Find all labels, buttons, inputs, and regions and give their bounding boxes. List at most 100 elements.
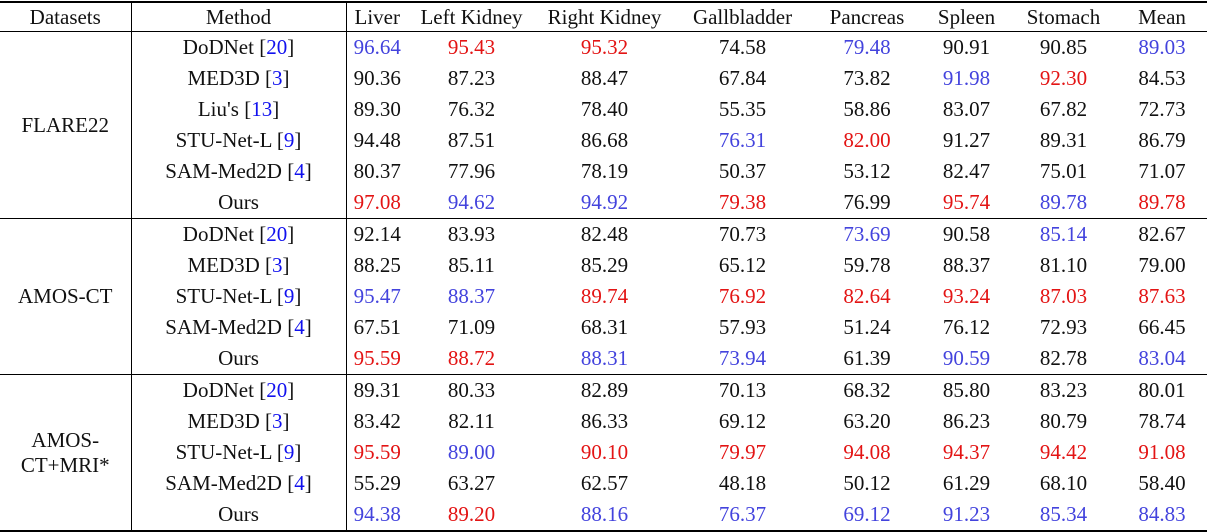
metric-value: 57.93 bbox=[718, 315, 767, 339]
citation-link[interactable]: 4 bbox=[294, 159, 305, 183]
metric-value: 88.31 bbox=[580, 346, 629, 370]
metric-value: 82.64 bbox=[843, 284, 891, 308]
metric-value: 77.96 bbox=[447, 159, 496, 183]
table-row: MED3D [3] 88.25 85.11 85.29 65.12 59.78 88.37 8… bbox=[0, 250, 1207, 281]
metric-value: 79.38 bbox=[718, 190, 767, 214]
metric-value: 65.12 bbox=[718, 253, 767, 277]
citation-link[interactable]: 20 bbox=[266, 222, 288, 246]
metric-value: 73.82 bbox=[843, 66, 891, 90]
metric-value: 87.23 bbox=[447, 66, 496, 90]
metric-value: 68.10 bbox=[1039, 471, 1088, 495]
citation-link[interactable]: 3 bbox=[272, 66, 283, 90]
method-label: STU-Net-L [9] bbox=[131, 281, 347, 312]
metric-value: 61.39 bbox=[843, 346, 891, 370]
table-row: Ours 95.59 88.72 88.31 73.94 61.39 90.59 82.78 8… bbox=[0, 343, 1207, 375]
metric-value: 67.82 bbox=[1039, 97, 1088, 121]
table-row: STU-Net-L [9] 94.48 87.51 86.68 76.31 82.00 91… bbox=[0, 125, 1207, 156]
metric-value: 71.07 bbox=[1138, 159, 1186, 183]
column-header-datasets: Datasets bbox=[0, 2, 132, 32]
citation-link[interactable]: 20 bbox=[266, 35, 288, 59]
metric-value: 76.37 bbox=[718, 502, 767, 526]
citation-link[interactable]: 3 bbox=[272, 409, 283, 433]
column-header-right-kidney: Right Kidney bbox=[535, 2, 674, 32]
citation-link[interactable]: 4 bbox=[294, 315, 305, 339]
metric-value: 89.78 bbox=[1039, 190, 1088, 214]
metric-value: 69.12 bbox=[843, 502, 891, 526]
metric-value: 97.08 bbox=[353, 190, 401, 214]
metric-value: 82.89 bbox=[535, 374, 674, 406]
citation-link[interactable]: 20 bbox=[266, 378, 288, 402]
metric-value: 85.11 bbox=[448, 253, 495, 277]
metric-value: 94.62 bbox=[447, 190, 496, 214]
metric-value: 80.37 bbox=[353, 159, 401, 183]
metric-value: 88.37 bbox=[942, 253, 991, 277]
metric-value: 84.53 bbox=[1138, 66, 1186, 90]
method-label: STU-Net-L [9] bbox=[131, 125, 347, 156]
method-label: MED3D [3] bbox=[131, 250, 347, 281]
table-row: SAM-Med2D [4] 80.37 77.96 78.19 50.37 53.12 82… bbox=[0, 156, 1207, 187]
citation-link[interactable]: 4 bbox=[294, 471, 305, 495]
metric-value: 94.92 bbox=[580, 190, 629, 214]
metric-value: 50.12 bbox=[843, 471, 891, 495]
metric-value: 59.78 bbox=[843, 253, 891, 277]
metric-value: 84.83 bbox=[1138, 502, 1186, 526]
citation-link[interactable]: 9 bbox=[283, 284, 295, 308]
metric-value: 80.79 bbox=[1039, 409, 1088, 433]
metric-value: 70.73 bbox=[674, 218, 811, 250]
citation-link[interactable]: 9 bbox=[283, 440, 295, 464]
metric-value: 79.00 bbox=[1138, 253, 1186, 277]
metric-value: 66.45 bbox=[1138, 315, 1186, 339]
metric-value: 67.84 bbox=[718, 66, 767, 90]
table-row: STU-Net-L [9] 95.47 88.37 89.74 76.92 82.64 93… bbox=[0, 281, 1207, 312]
metric-value: 89.20 bbox=[447, 502, 496, 526]
metric-value: 73.69 bbox=[811, 218, 923, 250]
metric-value: 95.43 bbox=[447, 35, 496, 59]
method-label: SAM-Med2D [4] bbox=[131, 468, 347, 499]
metric-value: 94.48 bbox=[353, 128, 401, 152]
metric-value: 89.00 bbox=[447, 440, 496, 464]
method-label: DoDNet [20] bbox=[131, 374, 347, 406]
column-header-left-kidney: Left Kidney bbox=[408, 2, 535, 32]
metric-value: 90.58 bbox=[923, 218, 1010, 250]
column-header-method: Method bbox=[131, 2, 347, 32]
table-row: FLARE22 DoDNet [20] 96.64 95.43 95.32 74.58 79… bbox=[0, 31, 1207, 219]
table-row: AMOS- CT+MRI* DoDNet [20] 89.31 80.33 82.89 70… bbox=[0, 374, 1207, 531]
metric-value: 76.99 bbox=[843, 190, 891, 214]
metric-value: 72.73 bbox=[1138, 97, 1186, 121]
metric-value: 90.85 bbox=[1039, 35, 1088, 59]
metric-value: 83.42 bbox=[353, 409, 401, 433]
table-row: STU-Net-L [9] 95.59 89.00 90.10 79.97 94.08 94… bbox=[0, 437, 1207, 468]
metric-value: 96.64 bbox=[353, 35, 401, 59]
metric-value: 68.32 bbox=[811, 374, 923, 406]
citation-link[interactable]: 3 bbox=[272, 253, 283, 277]
metric-value: 51.24 bbox=[843, 315, 891, 339]
metric-value: 89.31 bbox=[346, 374, 408, 406]
dataset-label: AMOS-CT bbox=[0, 218, 132, 375]
metric-value: 86.33 bbox=[580, 409, 629, 433]
metric-value: 71.09 bbox=[447, 315, 496, 339]
metric-value: 88.16 bbox=[580, 502, 629, 526]
metric-value: 74.58 bbox=[718, 35, 767, 59]
metric-value: 67.51 bbox=[353, 315, 401, 339]
metric-value: 92.14 bbox=[346, 218, 408, 250]
metric-value: 89.03 bbox=[1138, 35, 1186, 59]
metric-value: 94.42 bbox=[1039, 440, 1088, 464]
metric-value: 62.57 bbox=[580, 471, 629, 495]
method-label: MED3D [3] bbox=[131, 63, 347, 94]
metric-value: 86.79 bbox=[1138, 128, 1186, 152]
metric-value: 87.63 bbox=[1138, 284, 1186, 308]
metric-value: 83.93 bbox=[408, 218, 535, 250]
metric-value: 85.34 bbox=[1039, 502, 1088, 526]
metric-value: 76.12 bbox=[942, 315, 991, 339]
metric-value: 70.13 bbox=[674, 374, 811, 406]
method-label: Ours bbox=[131, 499, 347, 531]
metric-value: 88.37 bbox=[447, 284, 496, 308]
metric-value: 53.12 bbox=[843, 159, 891, 183]
metric-value: 55.35 bbox=[718, 97, 767, 121]
metric-value: 80.01 bbox=[1117, 374, 1207, 406]
method-label: SAM-Med2D [4] bbox=[131, 312, 347, 343]
citation-link[interactable]: 9 bbox=[283, 128, 295, 152]
column-header-spleen: Spleen bbox=[923, 2, 1010, 32]
metric-value: 72.93 bbox=[1039, 315, 1088, 339]
citation-link[interactable]: 13 bbox=[251, 97, 273, 121]
